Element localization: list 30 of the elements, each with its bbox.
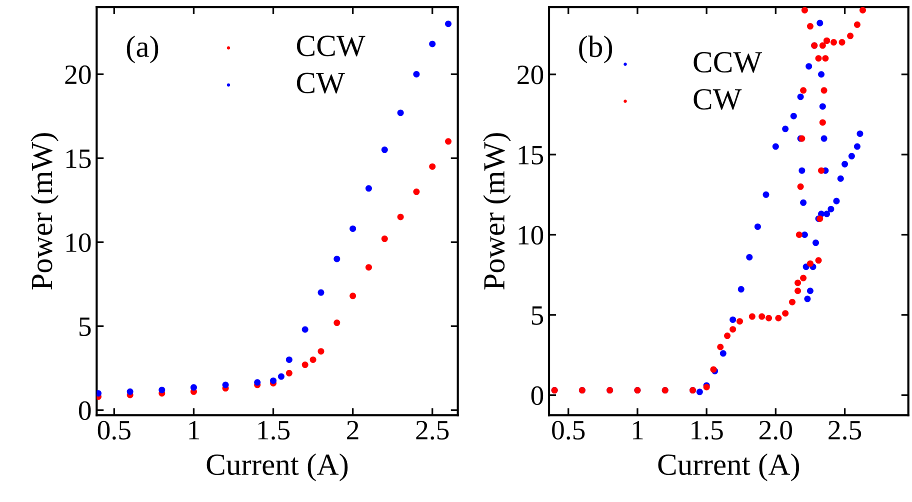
x-tick-label: 2.0 xyxy=(760,420,792,440)
y-tick-label: 15 xyxy=(66,149,91,168)
x-tick-label: 1.5 xyxy=(692,420,723,440)
y-tick-label: 15 xyxy=(518,146,544,164)
y-tick-label: 0 xyxy=(78,401,91,420)
y-tick-label: 10 xyxy=(66,233,91,252)
x-tick-label: 1 xyxy=(189,420,199,440)
x-axis-title: Current (A) xyxy=(206,454,348,482)
annotation: (b) xyxy=(579,36,612,64)
x-axis-title: Current (A) xyxy=(658,454,800,482)
y-tick-label: 20 xyxy=(518,66,544,84)
y-tick-label: 10 xyxy=(518,226,544,245)
y-tick-label: 20 xyxy=(65,65,91,84)
x-tick-label: 0.5 xyxy=(98,420,130,440)
x-tick-label: 1.5 xyxy=(258,420,290,440)
y-tick-label: 5 xyxy=(532,306,544,325)
legend-label: CCW xyxy=(694,52,762,73)
y-axis-title: Power (mW) xyxy=(483,133,511,290)
x-tick-label: 2.5 xyxy=(416,420,449,440)
legend-label: CW xyxy=(694,89,742,110)
x-tick-label: 2.5 xyxy=(828,420,862,440)
x-tick-label: 1 xyxy=(632,420,643,440)
y-tick-label: 5 xyxy=(80,318,91,336)
legend-label: CCW xyxy=(296,36,366,56)
y-tick-label: 0 xyxy=(531,386,544,406)
x-tick-label: 2 xyxy=(347,420,358,440)
x-tick-label: 0.5 xyxy=(552,420,585,440)
legend-label: CW xyxy=(296,72,345,94)
annotation: (a) xyxy=(126,36,158,64)
y-axis-title: Power (mW) xyxy=(30,133,58,290)
